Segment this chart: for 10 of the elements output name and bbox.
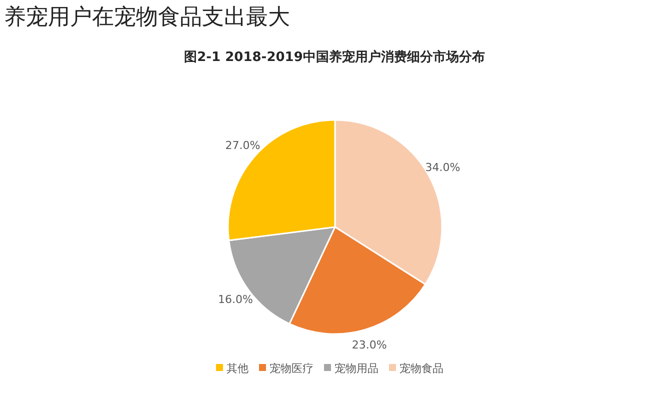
chart-subtitle: 图2-1 2018-2019中国养宠用户消费细分市场分布	[183, 48, 486, 66]
legend-label: 宠物医疗	[270, 362, 314, 375]
data-label: 16.0%	[218, 292, 253, 306]
legend-label: 宠物食品	[400, 362, 444, 375]
legend-label: 宠物用品	[334, 362, 378, 375]
legend-label: 其他	[226, 362, 248, 375]
data-label: 34.0%	[425, 161, 460, 174]
data-label: 23.0%	[352, 338, 387, 352]
data-label: 27.0%	[225, 139, 260, 152]
chart-title: 养宠用户在宠物食品支出最大	[4, 4, 290, 32]
